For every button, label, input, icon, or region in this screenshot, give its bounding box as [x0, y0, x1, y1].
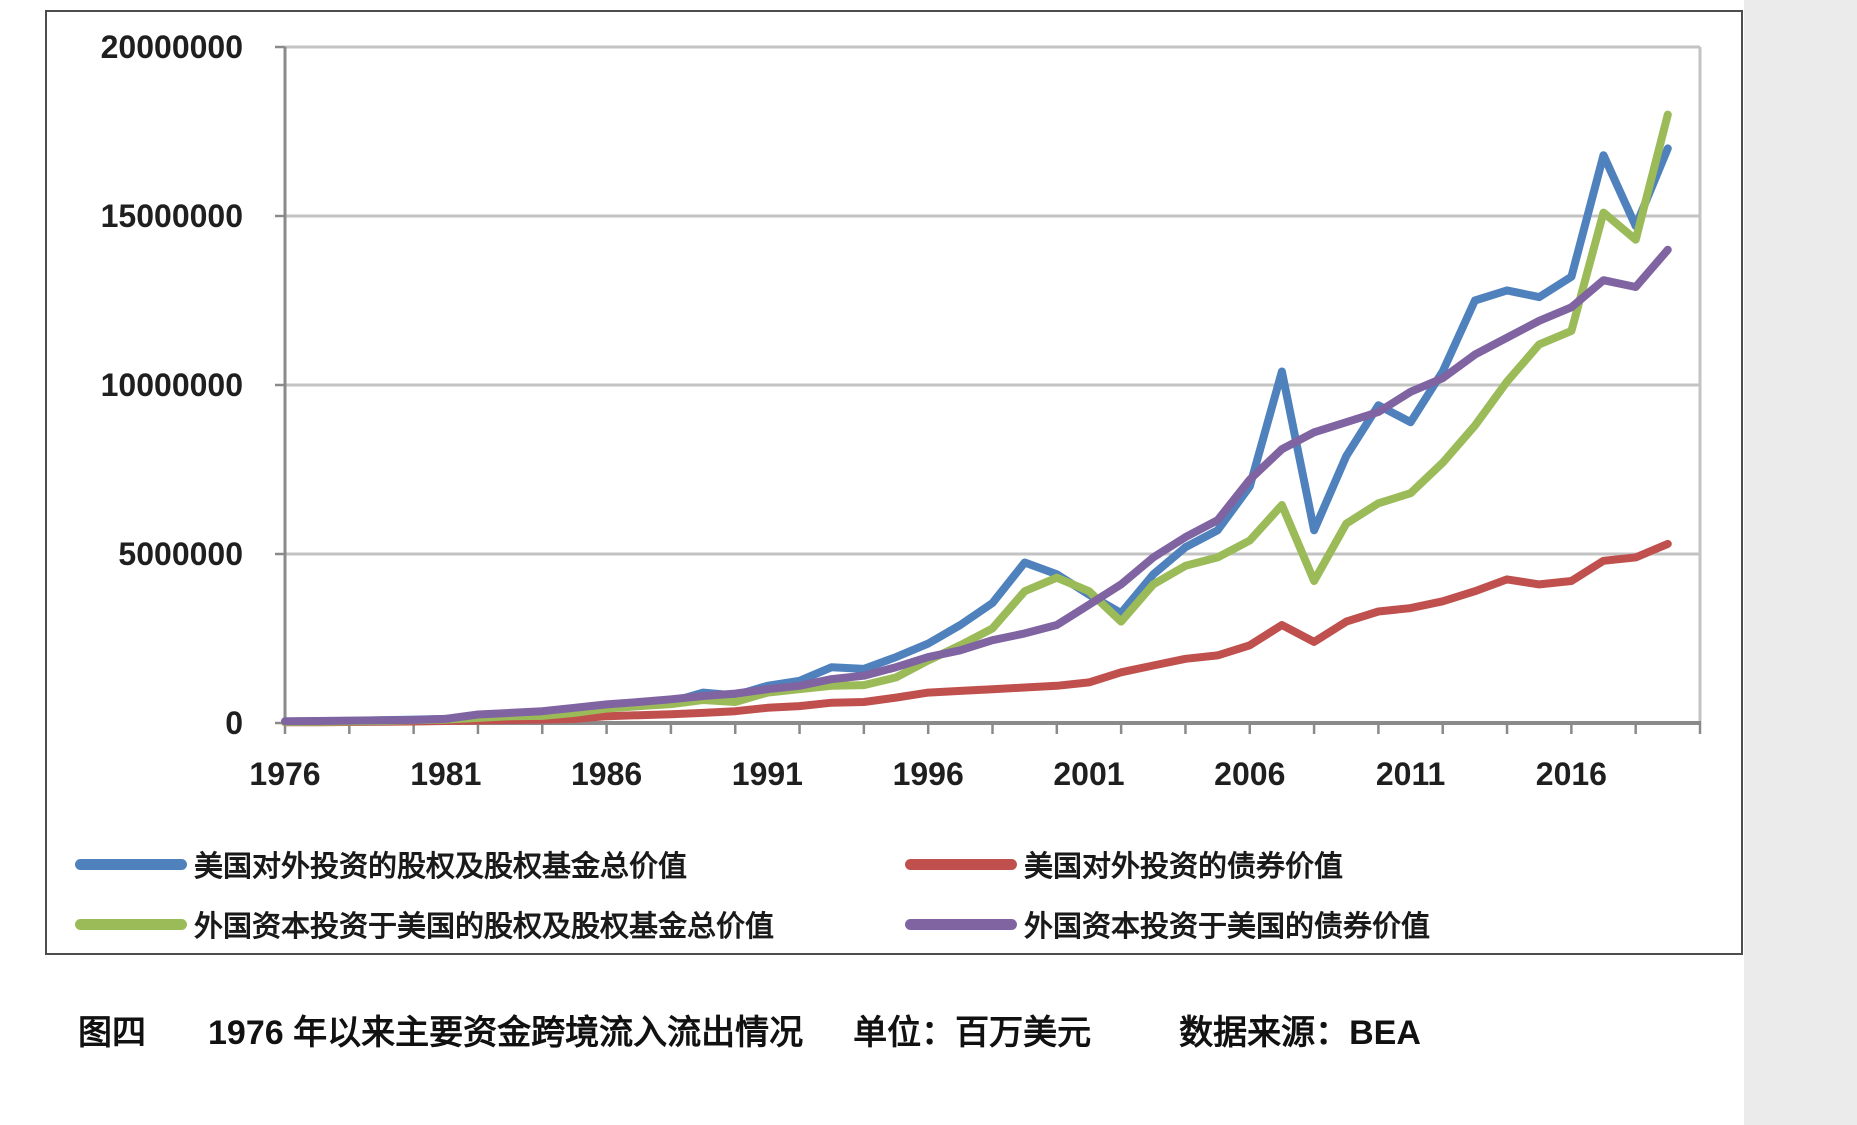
legend-label-us-bonds: 美国对外投资的债券价值	[1024, 851, 1344, 883]
figure-title: 1976 年以来主要资金跨境流入流出情况	[208, 1014, 804, 1052]
figure-caption: 图四 1976 年以来主要资金跨境流入流出情况 单位：百万美元 数据来源：BEA	[78, 1005, 1421, 1054]
x-axis-label: 1996	[893, 756, 964, 792]
legend-item-foreign-bonds: 外国资本投资于美国的债券价值	[905, 903, 1430, 945]
x-axis-label: 1986	[571, 756, 642, 792]
legend-item-foreign-equity: 外国资本投资于美国的股权及股权基金总价值	[75, 903, 774, 945]
x-axis-label: 2016	[1536, 756, 1607, 792]
y-axis-label: 15000000	[101, 198, 243, 234]
y-axis-label: 20000000	[101, 29, 243, 65]
legend-swatch-foreign-bonds	[905, 918, 1017, 930]
legend-swatch-us-bonds	[905, 858, 1017, 870]
legend-swatch-us-equity	[75, 858, 187, 870]
figure-number: 图四	[78, 1014, 146, 1052]
y-axis-label: 5000000	[118, 536, 243, 572]
chart-frame	[45, 10, 1743, 955]
x-axis-label: 2006	[1214, 756, 1285, 792]
x-axis-label: 1981	[410, 756, 481, 792]
legend-swatch-foreign-equity	[75, 918, 187, 930]
figure-source: 数据来源：BEA	[1179, 1014, 1421, 1052]
page-right-margin	[1744, 0, 1857, 1125]
x-axis-label: 2001	[1053, 756, 1124, 792]
series-line-2	[281, 110, 1672, 726]
x-axis-label: 1976	[249, 756, 320, 792]
legend-label-foreign-equity: 外国资本投资于美国的股权及股权基金总价值	[194, 911, 775, 943]
legend-item-us-bonds: 美国对外投资的债券价值	[905, 843, 1343, 885]
legend-item-us-equity: 美国对外投资的股权及股权基金总价值	[75, 843, 687, 885]
y-axis-label: 10000000	[101, 367, 243, 403]
legend-label-us-equity: 美国对外投资的股权及股权基金总价值	[194, 851, 688, 883]
legend-label-foreign-bonds: 外国资本投资于美国的债券价值	[1024, 911, 1431, 943]
y-axis-label: 0	[225, 705, 243, 741]
x-axis-label: 2011	[1376, 756, 1445, 792]
x-axis-label: 1991	[732, 756, 803, 792]
figure-unit: 单位：百万美元	[853, 1014, 1092, 1052]
series-line-3	[281, 245, 1672, 726]
